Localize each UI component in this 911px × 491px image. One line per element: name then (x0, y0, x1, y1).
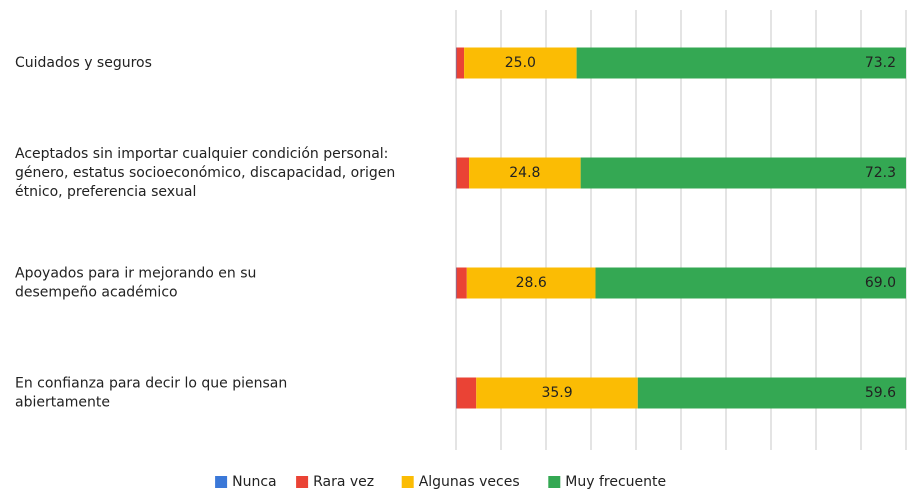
bar-segment (580, 157, 906, 189)
legend-swatch (215, 476, 228, 488)
bar-segment (456, 377, 477, 409)
value-label: 72.3 (865, 165, 896, 181)
bar-segment (456, 47, 465, 79)
value-label: 73.2 (865, 55, 896, 71)
bar-segment (595, 267, 906, 299)
value-label: 69.0 (865, 275, 896, 291)
legend-label: Algunas veces (419, 474, 520, 490)
category-label: étnico, preferencia sexual (15, 184, 196, 200)
category-label: abiertamente (15, 395, 110, 411)
category-label: En confianza para decir lo que piensan (15, 376, 287, 392)
bar-segment (637, 377, 906, 409)
bar-segment (466, 267, 596, 299)
category-label: género, estatus socioeconómico, discapac… (15, 165, 395, 181)
bar-segment (464, 47, 577, 79)
value-label: 28.6 (516, 275, 547, 291)
bar-segment (456, 157, 470, 189)
legend-label: Rara vez (313, 474, 374, 490)
value-label: 35.9 (541, 385, 572, 401)
category-label: Apoyados para ir mejorando en su (15, 266, 256, 282)
value-label: 59.6 (865, 385, 896, 401)
legend-label: Nunca (232, 474, 277, 490)
bar-segment (576, 47, 906, 79)
bar-segment (476, 377, 638, 409)
legend-swatch (401, 476, 414, 488)
value-label: 25.0 (505, 55, 536, 71)
legend-swatch (548, 476, 561, 488)
category-label: Aceptados sin importar cualquier condici… (15, 146, 388, 162)
legend-swatch (296, 476, 309, 488)
category-label: Cuidados y seguros (15, 55, 152, 71)
bar-segment (469, 157, 581, 189)
bar-segment (456, 267, 467, 299)
legend-label: Muy frecuente (565, 474, 666, 490)
category-label: desempeño académico (15, 285, 178, 301)
value-label: 24.8 (509, 165, 540, 181)
